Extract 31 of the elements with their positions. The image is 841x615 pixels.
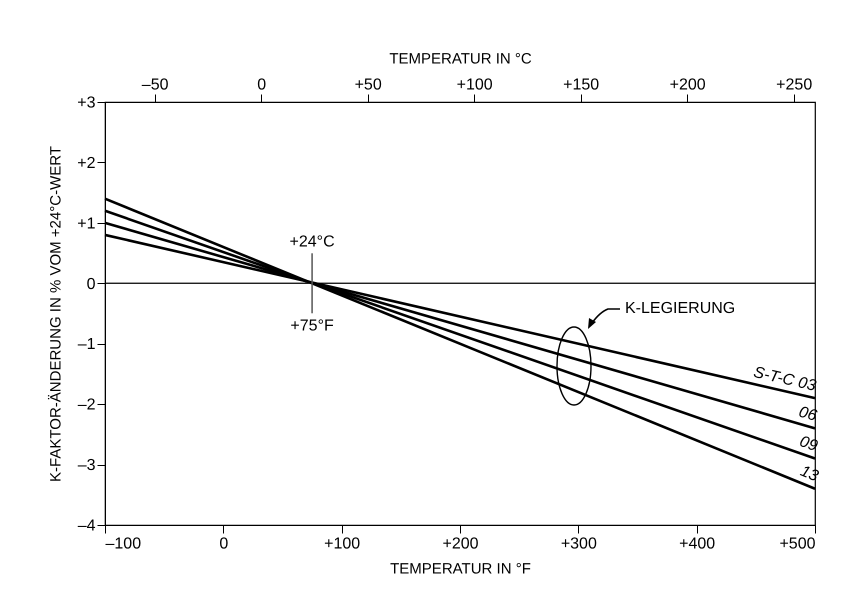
x2-tick-label: +50: [354, 76, 382, 94]
text: S-T-C 03: [752, 364, 818, 395]
x2-tick-label: +100: [456, 76, 493, 94]
y-tick-label: +3: [77, 94, 96, 112]
x2-tick-label: –50: [142, 76, 169, 94]
text: 09: [797, 433, 820, 456]
y-tick-label: –4: [78, 518, 96, 534]
annotation: +24°C: [290, 233, 335, 250]
x-tick-label: –100: [106, 536, 142, 552]
annotation: K-LEGIERUNG: [625, 300, 736, 317]
x2-tick-label: 0: [257, 76, 266, 94]
x-tick-label: +200: [442, 536, 479, 552]
y-tick-label: –3: [78, 457, 96, 474]
x-tick-label: 0: [219, 536, 228, 552]
x-axis-title: TEMPERATUR IN °F: [390, 560, 531, 578]
y-tick-label: +1: [77, 215, 96, 232]
y-tick-label: –1: [78, 336, 96, 354]
y-tick-label: +2: [77, 154, 96, 172]
x2-axis-title: TEMPERATUR IN °C: [389, 50, 532, 68]
x2-tick-label: +250: [776, 76, 812, 94]
x2-tick-label: +200: [670, 76, 706, 94]
x-tick-label: +400: [679, 536, 716, 552]
annotation: +75°F: [290, 317, 334, 334]
x-tick-label: +500: [779, 536, 816, 552]
x-tick-label: +300: [560, 536, 597, 552]
text: 06: [796, 404, 819, 425]
y-tick-label: 0: [86, 276, 96, 293]
x-tick-label: +100: [324, 536, 360, 552]
x2-tick-label: +150: [563, 76, 600, 94]
y-axis-title: K-FAKTOR-ÄNDERUNG IN % VOM +24°C-WERT: [47, 146, 64, 482]
y-tick-label: –2: [78, 396, 96, 414]
